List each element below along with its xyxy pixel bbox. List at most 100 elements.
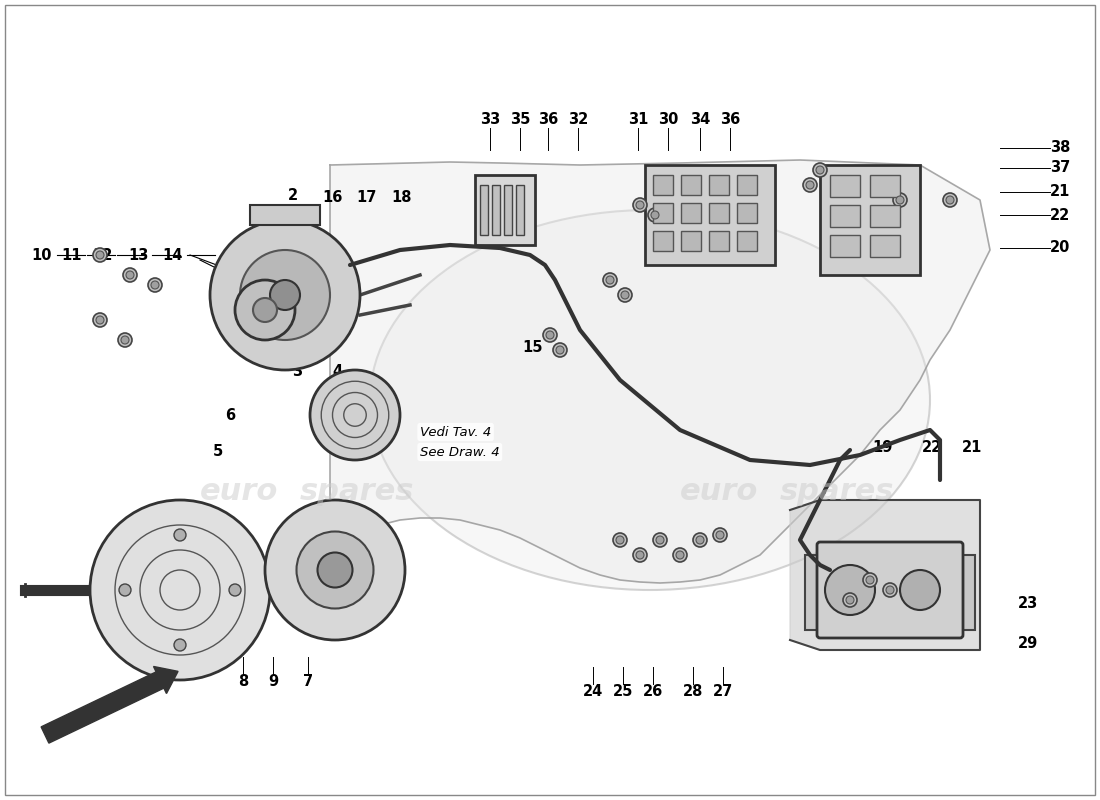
Ellipse shape (370, 210, 929, 590)
Text: 13: 13 (128, 247, 148, 262)
Text: 21: 21 (1049, 185, 1070, 199)
Text: spares: spares (780, 477, 894, 506)
Text: 1: 1 (240, 233, 250, 247)
Bar (653, 203, 673, 223)
FancyBboxPatch shape (817, 542, 962, 638)
Circle shape (843, 593, 857, 607)
Circle shape (270, 280, 300, 310)
Circle shape (846, 596, 854, 604)
Text: euro: euro (200, 477, 278, 506)
Text: 34: 34 (690, 113, 711, 127)
Text: 22: 22 (922, 441, 942, 455)
Circle shape (94, 313, 107, 327)
Text: 35: 35 (509, 113, 530, 127)
Circle shape (618, 288, 632, 302)
Circle shape (148, 278, 162, 292)
Text: 37: 37 (1049, 161, 1070, 175)
Text: See Draw. 4: See Draw. 4 (420, 446, 499, 458)
Bar (737, 175, 757, 195)
Circle shape (174, 639, 186, 651)
Text: 30: 30 (658, 113, 679, 127)
Circle shape (825, 565, 874, 615)
Circle shape (813, 163, 827, 177)
Text: 22: 22 (1049, 207, 1070, 222)
Text: 4: 4 (332, 365, 342, 379)
Bar (830, 235, 860, 257)
Circle shape (943, 193, 957, 207)
Polygon shape (790, 500, 980, 650)
Bar (737, 203, 757, 223)
Bar (870, 235, 900, 257)
Text: 31: 31 (628, 113, 648, 127)
Circle shape (121, 336, 129, 344)
Text: 28: 28 (683, 685, 703, 699)
Circle shape (174, 529, 186, 541)
Text: 27: 27 (713, 685, 733, 699)
Text: 7: 7 (302, 674, 313, 690)
Circle shape (119, 584, 131, 596)
Circle shape (900, 570, 940, 610)
Circle shape (893, 193, 907, 207)
Text: 5: 5 (213, 445, 223, 459)
Circle shape (151, 281, 160, 289)
Circle shape (123, 268, 138, 282)
Circle shape (546, 331, 554, 339)
Circle shape (864, 573, 877, 587)
Bar (250, 205, 320, 225)
Circle shape (543, 328, 557, 342)
Text: 33: 33 (480, 113, 501, 127)
Bar (737, 231, 757, 251)
Text: Vedi Tav. 4: Vedi Tav. 4 (420, 426, 492, 438)
Text: 26: 26 (642, 685, 663, 699)
Circle shape (253, 298, 277, 322)
Text: 18: 18 (392, 190, 412, 206)
Circle shape (636, 201, 644, 209)
Bar (830, 205, 860, 227)
Text: 21: 21 (961, 441, 982, 455)
Circle shape (632, 198, 647, 212)
Text: 3: 3 (292, 365, 302, 379)
Text: 29: 29 (1018, 635, 1038, 650)
Text: 10: 10 (32, 247, 53, 262)
Bar (710, 231, 729, 251)
Bar (710, 203, 729, 223)
Text: 2: 2 (288, 187, 298, 202)
Text: spares: spares (300, 477, 415, 506)
Text: 36: 36 (538, 113, 558, 127)
Text: 19: 19 (872, 441, 892, 455)
Text: 6: 6 (224, 407, 235, 422)
Circle shape (803, 178, 817, 192)
Circle shape (696, 536, 704, 544)
Circle shape (651, 211, 659, 219)
Circle shape (636, 551, 644, 559)
Circle shape (265, 500, 405, 640)
Bar (516, 185, 524, 235)
Text: 38: 38 (1049, 141, 1070, 155)
Text: 36: 36 (719, 113, 740, 127)
Text: 25: 25 (613, 685, 634, 699)
Circle shape (648, 208, 662, 222)
Bar (475, 175, 535, 245)
Circle shape (816, 166, 824, 174)
Circle shape (886, 586, 894, 594)
Text: 9: 9 (268, 674, 278, 690)
Circle shape (553, 343, 566, 357)
Text: euro: euro (680, 477, 758, 506)
Circle shape (716, 531, 724, 539)
Text: 14: 14 (162, 247, 183, 262)
Circle shape (556, 346, 564, 354)
Circle shape (96, 316, 104, 324)
Circle shape (693, 533, 707, 547)
Circle shape (632, 548, 647, 562)
Text: 8: 8 (238, 674, 249, 690)
Text: 11: 11 (62, 247, 82, 262)
Bar (870, 175, 900, 197)
Circle shape (946, 196, 954, 204)
Bar (805, 555, 975, 630)
Text: 16: 16 (322, 190, 343, 206)
Circle shape (318, 553, 352, 587)
Circle shape (673, 548, 688, 562)
Bar (820, 165, 920, 275)
Text: 32: 32 (568, 113, 588, 127)
Bar (681, 203, 701, 223)
